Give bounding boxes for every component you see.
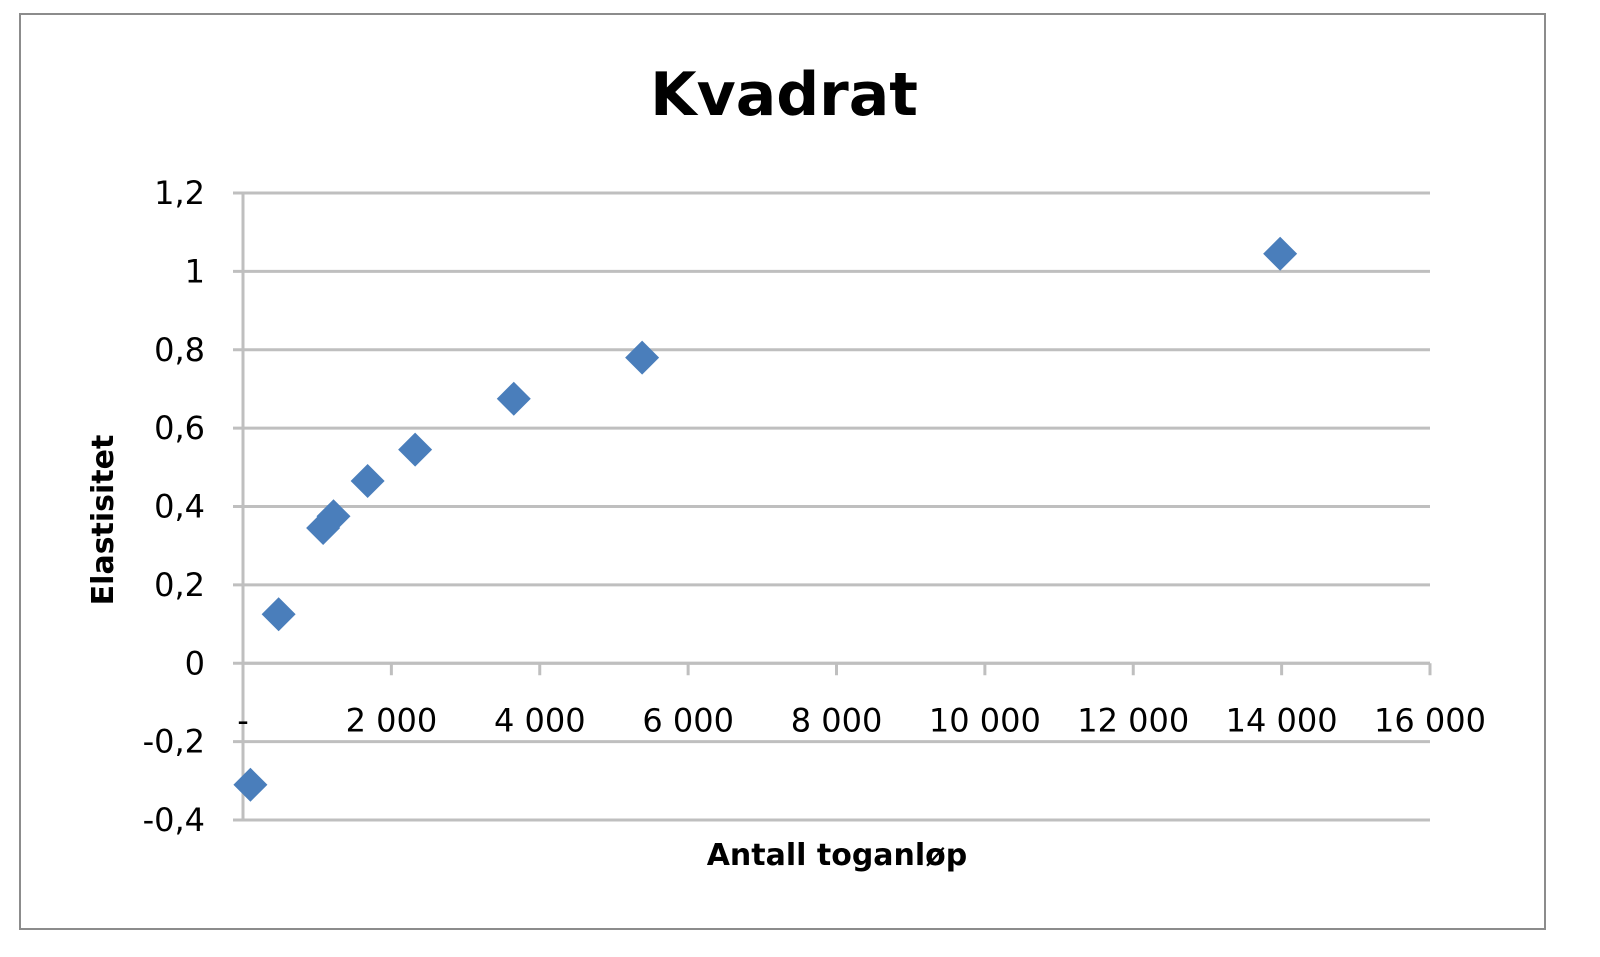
data-point xyxy=(261,597,296,632)
x-tick-label: 8 000 xyxy=(791,701,883,739)
chart-title: Kvadrat xyxy=(650,60,918,130)
x-tick-label: 10 000 xyxy=(929,701,1041,739)
x-tick-label: 12 000 xyxy=(1077,701,1189,739)
data-point xyxy=(398,432,433,467)
y-tick-label: 1,2 xyxy=(154,174,205,212)
axes xyxy=(233,191,1432,822)
y-tick-label: 1 xyxy=(185,252,205,290)
x-tick-label: 2 000 xyxy=(346,701,438,739)
data-point xyxy=(350,464,385,499)
y-tick-label: -0,4 xyxy=(143,801,205,839)
chart-frame: Kvadrat 1,2 1 0,8 0,6 0,4 0,2 0 -0,2 -0,4 - 2 000… xyxy=(19,13,1546,930)
y-tick-label: 0,4 xyxy=(154,488,205,526)
x-tick-label: 16 000 xyxy=(1374,701,1486,739)
x-tick-labels: - 2 000 4 000 6 000 8 000 10 000 12 000 14 000 1… xyxy=(237,701,1486,739)
scatter-chart: Kvadrat 1,2 1 0,8 0,6 0,4 0,2 0 -0,2 -0,4 - 2 000… xyxy=(86,60,1486,873)
x-tick-label: 6 000 xyxy=(642,701,734,739)
data-points xyxy=(233,236,1298,802)
x-axis-label: Antall toganløp xyxy=(707,838,968,873)
x-tick-label: - xyxy=(237,701,249,739)
x-tick-label: 14 000 xyxy=(1226,701,1338,739)
x-tick-label: 4 000 xyxy=(494,701,586,739)
data-point xyxy=(625,340,660,375)
y-tick-label: 0,8 xyxy=(154,331,205,369)
y-tick-label: -0,2 xyxy=(143,723,205,761)
data-point xyxy=(233,767,268,802)
y-tick-labels: 1,2 1 0,8 0,6 0,4 0,2 0 -0,2 -0,4 xyxy=(143,174,205,839)
y-tick-label: 0,6 xyxy=(154,409,205,447)
y-tick-label: 0 xyxy=(185,644,205,682)
data-point xyxy=(1263,236,1298,271)
data-point xyxy=(496,381,531,416)
y-axis-label: Elastisitet xyxy=(86,435,121,606)
data-point xyxy=(316,499,351,534)
y-tick-label: 0,2 xyxy=(154,566,205,604)
